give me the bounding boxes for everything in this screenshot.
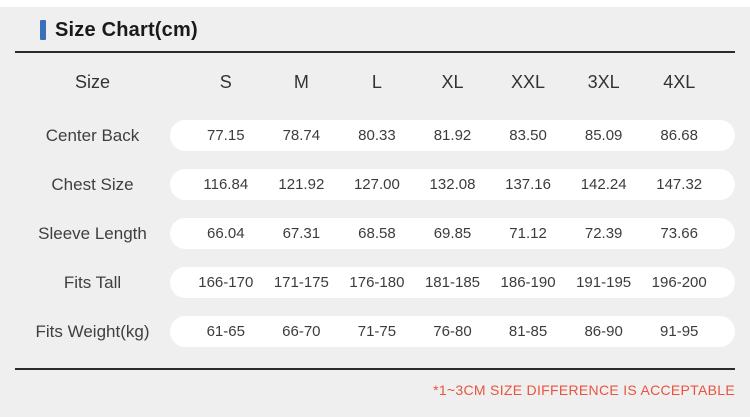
column-header: 4XL (663, 71, 696, 92)
table-cell: 71.12 (509, 225, 547, 242)
page-title: Size Chart(cm) (55, 18, 198, 41)
table-cell: 191-195 (576, 274, 632, 291)
size-difference-note: *1~3CM SIZE DIFFERENCE IS ACCEPTABLE (433, 382, 735, 398)
row-values: 77.15 78.74 80.33 81.92 83.50 85.09 86.6… (170, 120, 735, 151)
bottom-divider (15, 368, 735, 370)
table-row-chest-size: Chest Size 116.84 121.92 127.00 132.08 1… (15, 160, 735, 209)
table-cell: 81.92 (433, 127, 472, 144)
table-cell: 67.31 (282, 225, 321, 242)
size-chart-section: Size Chart(cm) Size S M L XL XXL 3XL 4XL… (0, 7, 750, 417)
row-values: 116.84 121.92 127.00 132.08 137.16 142.2… (170, 169, 735, 200)
table-cell: 116.84 (203, 176, 249, 193)
table-cell: 85.09 (584, 127, 623, 144)
column-header: XXL (511, 71, 546, 92)
table-cell: 72.39 (584, 225, 623, 242)
table-cell: 71-75 (357, 323, 397, 340)
accent-bar-icon (40, 20, 46, 40)
table-cell: 186-190 (500, 274, 556, 291)
column-header-size: Size (74, 71, 110, 92)
table-cell: 66.04 (207, 225, 245, 242)
column-header: M (293, 71, 309, 92)
section-header: Size Chart(cm) (40, 18, 735, 42)
table-row-fits-weight: Fits Weight(kg) 61-65 66-70 71-75 76-80 … (15, 307, 735, 356)
table-row-sleeve-length: Sleeve Length 66.04 67.31 68.58 69.85 71… (15, 209, 735, 258)
table-cell: 76-80 (433, 323, 472, 340)
table-cell: 91-95 (660, 323, 699, 340)
table-cell: 61-65 (206, 323, 245, 340)
column-header: S (219, 71, 232, 92)
table-cell: 73.66 (660, 225, 698, 242)
row-label: Fits Weight(kg) (35, 321, 150, 341)
column-header: 3XL (587, 71, 620, 92)
table-cell: 81-85 (508, 323, 548, 340)
table-cell: 196-200 (651, 274, 707, 291)
table-row-fits-tall: Fits Tall 166-170 171-175 176-180 181-18… (15, 258, 735, 307)
table-cell: 78.74 (282, 127, 321, 144)
size-table: Size S M L XL XXL 3XL 4XL Center Back 77… (15, 53, 735, 356)
size-columns: S M L XL XXL 3XL 4XL (170, 72, 735, 93)
table-cell: 181-185 (424, 274, 481, 291)
column-header: L (371, 71, 382, 92)
top-divider (15, 51, 735, 53)
table-cell: 147.32 (656, 176, 703, 193)
row-label: Sleeve Length (38, 223, 147, 243)
table-header-row: Size S M L XL XXL 3XL 4XL (15, 53, 735, 111)
table-row-center-back: Center Back 77.15 78.74 80.33 81.92 83.5… (15, 111, 735, 160)
table-cell: 69.85 (433, 225, 472, 242)
table-cell: 137.16 (505, 176, 551, 193)
table-cell: 166-170 (198, 274, 254, 291)
table-cell: 142.24 (580, 176, 627, 193)
row-label: Chest Size (51, 174, 134, 194)
row-values: 166-170 171-175 176-180 181-185 186-190 … (170, 267, 735, 298)
row-values: 66.04 67.31 68.58 69.85 71.12 72.39 73.6… (170, 218, 735, 249)
table-cell: 86.68 (660, 127, 698, 144)
table-cell: 132.08 (429, 176, 476, 193)
table-cell: 80.33 (358, 127, 396, 144)
table-cell: 176-180 (349, 274, 405, 291)
table-cell: 171-175 (273, 274, 329, 291)
table-cell: 86-90 (584, 323, 623, 340)
table-cell: 77.15 (207, 127, 245, 144)
table-cell: 121.92 (278, 176, 325, 193)
row-label: Center Back (45, 125, 140, 145)
table-cell: 68.58 (358, 225, 396, 242)
row-label: Fits Tall (63, 272, 122, 292)
table-cell: 83.50 (509, 127, 547, 144)
table-cell: 127.00 (353, 176, 400, 193)
table-cell: 66-70 (282, 323, 321, 340)
row-values: 61-65 66-70 71-75 76-80 81-85 86-90 91-9… (170, 316, 735, 347)
column-header: XL (441, 71, 464, 92)
